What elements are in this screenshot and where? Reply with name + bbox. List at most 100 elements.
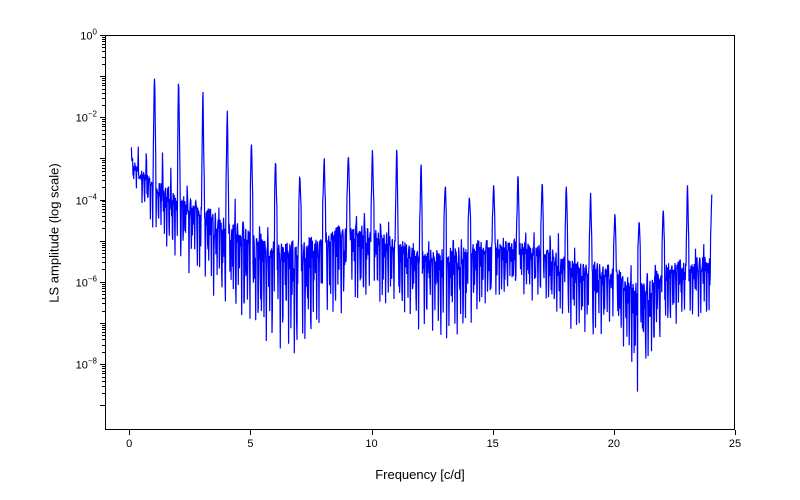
y-minor-tick-mark [102,134,105,135]
y-minor-tick-mark [102,335,105,336]
y-axis-label: LS amplitude (log scale) [46,163,61,302]
x-tick-label: 20 [608,438,620,450]
y-minor-tick-mark [102,83,105,84]
y-minor-tick-mark [102,44,105,45]
y-tick-mark [100,35,105,36]
y-minor-tick-mark [102,47,105,48]
x-tick-label: 10 [365,438,377,450]
y-minor-tick-mark [102,175,105,176]
y-minor-tick-mark [102,303,105,304]
y-minor-tick-mark [102,377,105,378]
y-minor-tick-mark [102,39,105,40]
y-minor-tick-mark [102,89,105,90]
y-minor-tick-mark [102,160,105,161]
y-minor-tick-mark [102,373,105,374]
y-minor-tick-mark [102,80,105,81]
y-minor-tick-mark [102,165,105,166]
y-minor-tick-mark [102,51,105,52]
y-minor-tick-mark [102,250,105,251]
y-tick-mark [100,117,105,118]
y-minor-tick-mark [102,146,105,147]
y-minor-tick-mark [102,386,105,387]
y-minor-tick-mark [102,247,105,248]
y-minor-tick-mark [102,37,105,38]
x-tick-mark [735,430,736,435]
y-tick-mark-minor-decade [100,405,105,406]
y-minor-tick-mark [102,139,105,140]
y-minor-tick-mark [102,180,105,181]
y-minor-tick-mark [102,291,105,292]
y-tick-mark-minor-decade [100,241,105,242]
spectrum-line [106,36,736,431]
y-minor-tick-mark [102,209,105,210]
y-minor-tick-mark [102,119,105,120]
y-minor-tick-mark [102,286,105,287]
y-minor-tick-mark [102,345,105,346]
x-tick-label: 5 [247,438,253,450]
y-tick-mark [100,282,105,283]
y-minor-tick-mark [102,206,105,207]
y-minor-tick-mark [102,262,105,263]
y-minor-tick-mark [102,204,105,205]
y-minor-tick-mark [102,221,105,222]
y-minor-tick-mark [102,212,105,213]
y-minor-tick-mark [102,57,105,58]
y-minor-tick-mark [102,294,105,295]
y-minor-tick-mark [102,269,105,270]
x-tick-mark [129,430,130,435]
y-minor-tick-mark [102,93,105,94]
chart-container: Frequency [c/d] LS amplitude (log scale)… [0,0,800,500]
y-minor-tick-mark [102,126,105,127]
y-minor-tick-mark [102,187,105,188]
x-tick-label: 0 [126,438,132,450]
y-tick-label: 10−2 [76,110,97,125]
spectrum-path [131,79,711,392]
y-minor-tick-mark [102,257,105,258]
y-minor-tick-mark [102,78,105,79]
y-minor-tick-mark [102,243,105,244]
y-minor-tick-mark [102,121,105,122]
x-tick-mark [614,430,615,435]
y-minor-tick-mark [102,288,105,289]
y-minor-tick-mark [102,245,105,246]
y-tick-mark [100,200,105,201]
y-minor-tick-mark [102,284,105,285]
y-tick-label: 10−6 [76,275,97,290]
y-tick-label: 10−4 [76,192,97,207]
y-tick-label: 10−8 [76,357,97,372]
x-tick-label: 15 [487,438,499,450]
x-axis-label: Frequency [c/d] [375,467,465,482]
y-minor-tick-mark [102,124,105,125]
y-minor-tick-mark [102,253,105,254]
y-minor-tick-mark [102,366,105,367]
y-tick-mark-minor-decade [100,76,105,77]
y-minor-tick-mark [102,329,105,330]
y-minor-tick-mark [102,381,105,382]
y-tick-mark-minor-decade [100,158,105,159]
plot-area [105,35,735,430]
x-tick-mark [493,430,494,435]
y-minor-tick-mark [102,371,105,372]
x-tick-mark [372,430,373,435]
y-minor-tick-mark [102,201,105,202]
y-minor-tick-mark [102,298,105,299]
y-minor-tick-mark [102,105,105,106]
y-minor-tick-mark [102,311,105,312]
y-minor-tick-mark [102,162,105,163]
y-minor-tick-mark [102,41,105,42]
y-minor-tick-mark [102,368,105,369]
y-minor-tick-mark [102,228,105,229]
y-minor-tick-mark [102,325,105,326]
y-tick-mark-minor-decade [100,323,105,324]
y-minor-tick-mark [102,339,105,340]
y-minor-tick-mark [102,171,105,172]
x-tick-mark [250,430,251,435]
y-minor-tick-mark [102,352,105,353]
y-minor-tick-mark [102,327,105,328]
y-minor-tick-mark [102,393,105,394]
y-tick-mark [100,364,105,365]
y-minor-tick-mark [102,98,105,99]
y-minor-tick-mark [102,64,105,65]
y-minor-tick-mark [102,216,105,217]
y-minor-tick-mark [102,332,105,333]
